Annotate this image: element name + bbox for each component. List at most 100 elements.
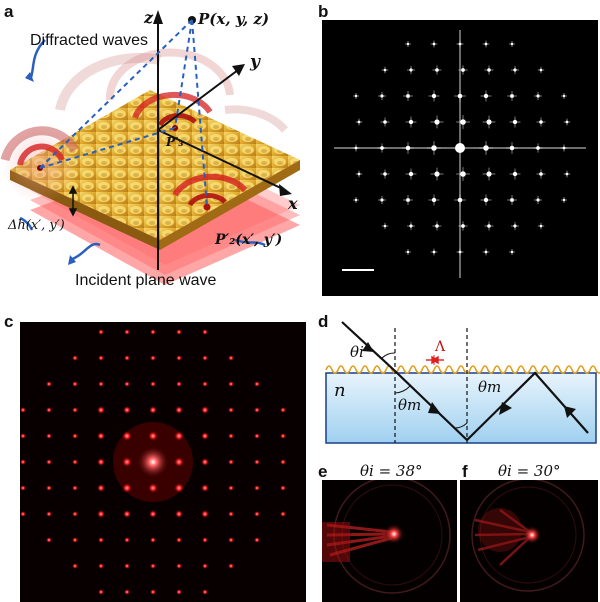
diffraction-spot [176, 381, 182, 387]
diffraction-spot [72, 537, 78, 543]
diffraction-spot [46, 537, 52, 543]
panel-a-illustration [0, 0, 310, 300]
dashed-rays [39, 19, 208, 208]
diffraction-spot [228, 459, 234, 465]
normal-lines [394, 328, 468, 443]
diffraction-spot [46, 381, 52, 387]
diffraction-spot [175, 510, 183, 518]
diffraction-spot [46, 485, 52, 491]
angle-arcs [381, 352, 468, 429]
diffraction-spot [123, 406, 131, 414]
panel-f-title: θi = 30° [498, 462, 561, 480]
panel-letter-a: a [4, 2, 14, 21]
diffraction-spot [280, 511, 286, 517]
diffraction-spot [228, 511, 234, 517]
diffraction-spot [72, 563, 78, 569]
diffraction-spot [20, 485, 26, 491]
diffraction-spot [72, 407, 78, 413]
panel-c-measured-pattern [20, 322, 306, 602]
diffraction-spot [124, 537, 130, 543]
diffraction-spot [98, 329, 104, 335]
diffraction-spot [148, 483, 158, 493]
diffraction-spot [97, 406, 105, 414]
diffraction-spot [97, 432, 105, 440]
grating-surface [325, 365, 600, 374]
panel-b-diffraction-simulation [322, 20, 598, 296]
diffraction-spot [72, 355, 78, 361]
diffraction-spot [280, 433, 286, 439]
axis-x-label: x [288, 194, 298, 213]
diffraction-spot [176, 537, 182, 543]
panel-letter-f: f [462, 462, 468, 481]
panel-letter-e: e [318, 462, 328, 481]
waveguide-slab [325, 372, 597, 444]
height-arrow [68, 185, 78, 217]
photo-30deg [471, 480, 585, 592]
diffraction-spot [98, 381, 104, 387]
diffraction-spot [201, 432, 209, 440]
diffraction-spot [176, 355, 182, 361]
diffraction-spot [176, 329, 182, 335]
diffraction-spot [202, 355, 208, 361]
diffraction-spot [228, 433, 234, 439]
diffraction-spot [72, 433, 78, 439]
panel-letter-b: b [318, 2, 329, 21]
axes [153, 10, 292, 270]
diffraction-spot [201, 406, 209, 414]
panel-e-title: θi = 38° [360, 462, 423, 480]
panel-e-photo [322, 480, 457, 602]
diffraction-spot [202, 329, 208, 335]
panel-letter-d: d [318, 312, 329, 331]
diffraction-spot [98, 537, 104, 543]
diffraction-spot [124, 329, 130, 335]
diffraction-spot [201, 510, 209, 518]
point-p-label: P(x, y, z) [198, 10, 270, 28]
diffraction-spot [254, 433, 260, 439]
diffraction-spot [98, 589, 104, 595]
diffraction-spot [97, 484, 105, 492]
diffraction-spot [148, 431, 158, 441]
ray-arrowheads [362, 342, 576, 418]
diffraction-spot [174, 431, 184, 441]
diffraction-spot [97, 458, 105, 466]
point-p2-label: P′₂(x′, y′) [215, 232, 283, 248]
theta-i-label: θi [350, 343, 364, 361]
diffraction-spot [122, 483, 132, 493]
diffraction-spot [280, 407, 286, 413]
diffraction-spot [150, 329, 156, 335]
diffraction-spot [176, 589, 182, 595]
axis-z-label: z [144, 8, 154, 27]
diffraction-spot [150, 589, 156, 595]
diffraction-spot [228, 563, 234, 569]
diffraction-spot [228, 537, 234, 543]
diffraction-spot [150, 355, 156, 361]
panel-d-waveguide-diagram [320, 318, 600, 458]
diffraction-spot [228, 381, 234, 387]
diffraction-spot [122, 457, 132, 467]
axis-y-label: y [250, 52, 260, 72]
diffraction-spot [72, 485, 78, 491]
diffraction-spot [72, 381, 78, 387]
diffraction-spot [175, 406, 183, 414]
diffraction-spot [280, 459, 286, 465]
point-p3-label: P′₃ [166, 135, 184, 149]
diffraction-spot [202, 563, 208, 569]
diffraction-spot [20, 433, 26, 439]
diffraction-spot [202, 381, 208, 387]
diffraction-spot [97, 510, 105, 518]
diffraction-spot [123, 510, 131, 518]
ef-divider [457, 462, 459, 602]
diffraction-spot [202, 537, 208, 543]
diffraction-spot [150, 537, 156, 543]
diffraction-spot [46, 407, 52, 413]
waveguide-schematic [325, 321, 600, 444]
diffraction-spot [228, 355, 234, 361]
diffraction-spot [149, 406, 157, 414]
diffracted-waves-label: Diffracted waves [30, 32, 148, 49]
diffraction-spot [46, 433, 52, 439]
diffraction-spot [254, 537, 260, 543]
arrow-head-diffracted [25, 72, 34, 82]
diffraction-spot [124, 381, 130, 387]
diffraction-spot [20, 407, 26, 413]
diffraction-spot [124, 563, 130, 569]
